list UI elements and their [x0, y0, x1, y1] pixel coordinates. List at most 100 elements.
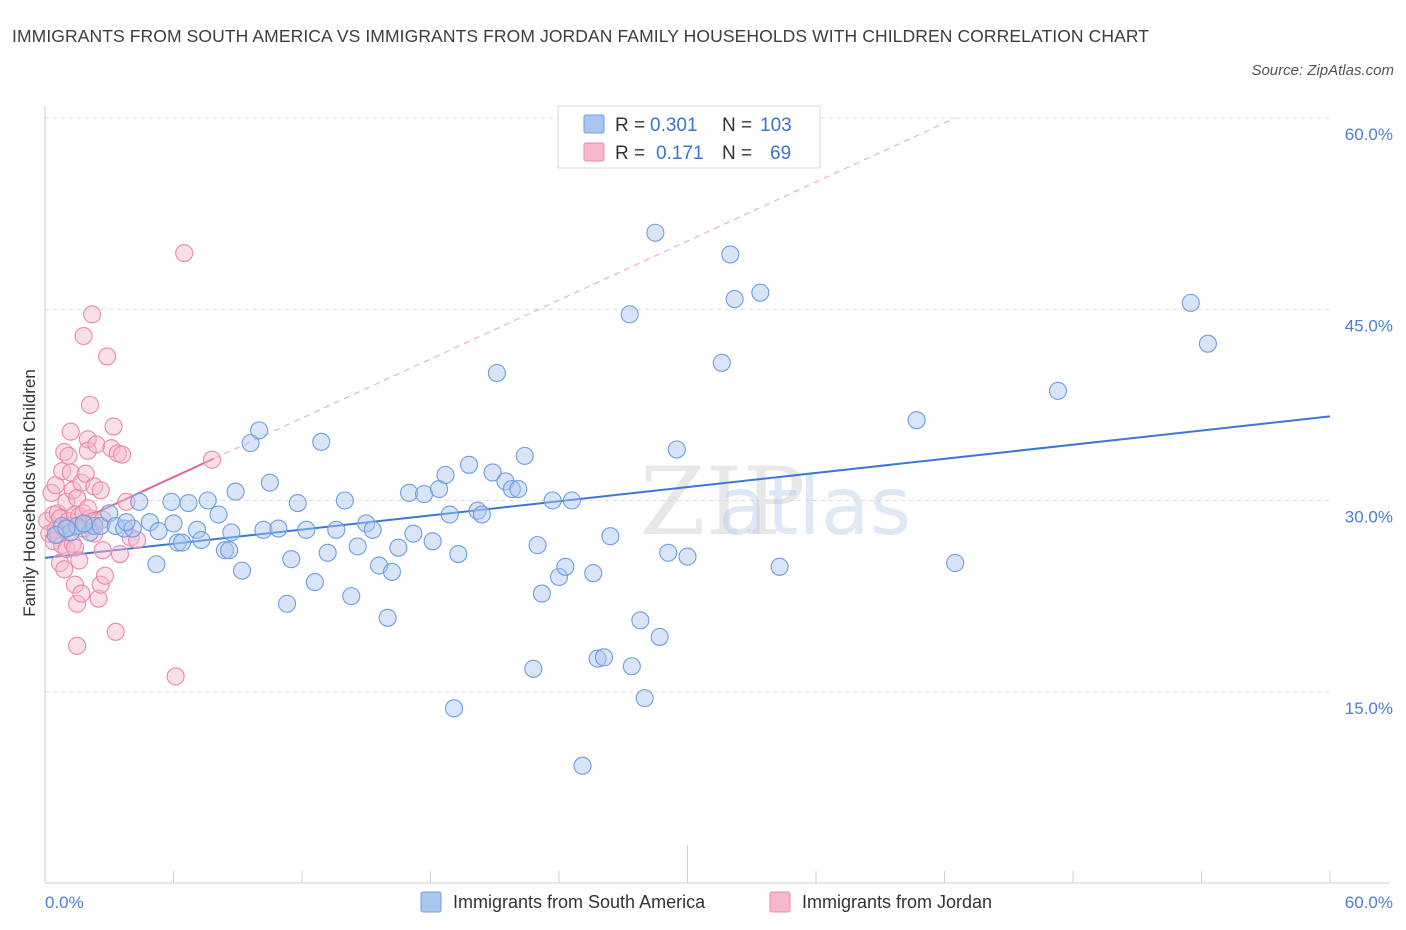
point-south-america — [556, 557, 575, 576]
point-south-america — [241, 434, 260, 453]
point-south-america — [635, 689, 654, 708]
point-south-america — [305, 573, 324, 592]
point-south-america — [220, 541, 239, 560]
point-south-america — [472, 505, 491, 524]
bottom-legend-south-america: Immigrants from South America — [453, 892, 706, 912]
point-south-america — [74, 514, 93, 533]
point-south-america — [751, 283, 770, 302]
point-south-america — [907, 411, 926, 430]
point-south-america — [404, 524, 423, 543]
point-jordan — [128, 530, 147, 550]
x-tick-labels: 0.0% 60.0% — [45, 893, 1393, 912]
point-jordan — [166, 667, 185, 686]
point-south-america — [594, 648, 614, 667]
point-jordan — [68, 636, 87, 655]
axes — [44, 106, 1390, 884]
trend-line-south-america — [44, 415, 1331, 559]
point-south-america — [288, 493, 307, 513]
point-south-america — [382, 562, 402, 581]
point-jordan — [104, 417, 123, 436]
point-south-america — [389, 538, 408, 557]
point-south-america — [509, 479, 528, 499]
point-south-america — [440, 505, 459, 524]
bottom-legend-jordan: Immigrants from Jordan — [802, 892, 992, 912]
point-south-america — [277, 594, 297, 613]
legend-n-label: N = — [722, 115, 752, 136]
point-south-america — [260, 473, 279, 492]
point-south-america — [415, 485, 434, 504]
point-south-america — [667, 440, 686, 459]
point-jordan — [61, 422, 80, 441]
point-south-america — [297, 520, 316, 539]
point-jordan — [55, 560, 74, 579]
point-south-america — [1181, 293, 1200, 312]
point-south-america — [254, 520, 273, 539]
point-south-america — [445, 699, 464, 718]
point-south-america — [123, 519, 142, 538]
point-jordan — [87, 435, 106, 454]
chart-title: IMMIGRANTS FROM SOUTH AMERICA VS IMMIGRA… — [12, 26, 1150, 46]
point-south-america — [650, 627, 669, 646]
point-south-america — [269, 519, 288, 538]
point-jordan — [95, 566, 115, 585]
point-jordan — [89, 589, 108, 608]
point-south-america — [588, 649, 607, 668]
point-south-america — [631, 611, 650, 630]
point-jordan — [113, 445, 132, 464]
point-south-america — [659, 543, 678, 562]
point-south-america — [318, 543, 337, 562]
point-jordan — [91, 575, 110, 594]
point-south-america — [646, 223, 665, 242]
point-south-america — [363, 520, 382, 539]
point-south-america — [601, 527, 620, 546]
bottom-legend-swatch-south-america — [420, 891, 442, 913]
point-south-america — [232, 561, 252, 580]
point-south-america — [678, 547, 697, 566]
point-south-america — [725, 289, 744, 309]
y-tick-labels: 15.0% 30.0% 45.0% 60.0% — [1345, 125, 1393, 718]
point-south-america — [515, 446, 534, 465]
point-south-america — [357, 514, 376, 533]
point-south-america — [483, 463, 502, 482]
point-south-america — [147, 555, 166, 574]
point-south-america — [449, 544, 468, 564]
point-jordan — [83, 305, 102, 324]
point-south-america — [487, 363, 506, 383]
point-jordan — [70, 551, 89, 570]
point-jordan — [175, 244, 194, 263]
point-south-america — [543, 491, 562, 510]
point-south-america — [209, 505, 228, 524]
point-south-america — [222, 523, 241, 542]
point-south-america — [423, 532, 442, 551]
point-south-america — [57, 519, 76, 538]
point-jordan — [68, 594, 87, 613]
point-south-america — [335, 491, 354, 510]
legend-n-label: N = — [722, 143, 752, 164]
point-south-america — [524, 659, 543, 678]
x-tick-label: 60.0% — [1345, 893, 1393, 912]
point-south-america — [188, 520, 207, 539]
point-south-america — [226, 482, 245, 501]
point-south-america — [179, 493, 198, 513]
point-south-america — [532, 584, 551, 603]
legend-box: R = 0.301 N = 103 R = 0.171 N = 69 — [557, 105, 821, 169]
point-jordan — [59, 446, 78, 465]
legend-swatch-jordan — [583, 142, 605, 162]
point-south-america — [164, 514, 183, 533]
point-jordan — [74, 326, 93, 346]
point-south-america — [721, 245, 740, 264]
point-south-america — [46, 525, 65, 544]
point-jordan — [57, 492, 76, 511]
y-tick-label: 15.0% — [1345, 699, 1393, 718]
point-south-america — [436, 465, 455, 485]
watermark-atlas: atlas — [718, 460, 911, 553]
point-south-america — [622, 657, 641, 676]
point-south-america — [130, 492, 149, 511]
point-south-america — [620, 305, 639, 324]
point-south-america — [378, 608, 397, 627]
point-jordan — [106, 622, 125, 641]
x-tick-label: 0.0% — [45, 893, 84, 912]
point-jordan — [98, 347, 117, 366]
point-jordan — [117, 492, 136, 511]
